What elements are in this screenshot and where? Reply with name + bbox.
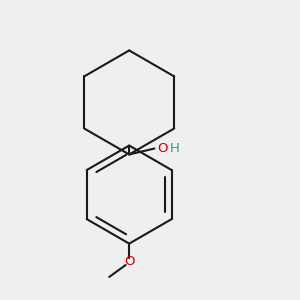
- Text: O: O: [157, 142, 167, 155]
- Text: H: H: [170, 142, 180, 155]
- Text: O: O: [124, 255, 134, 268]
